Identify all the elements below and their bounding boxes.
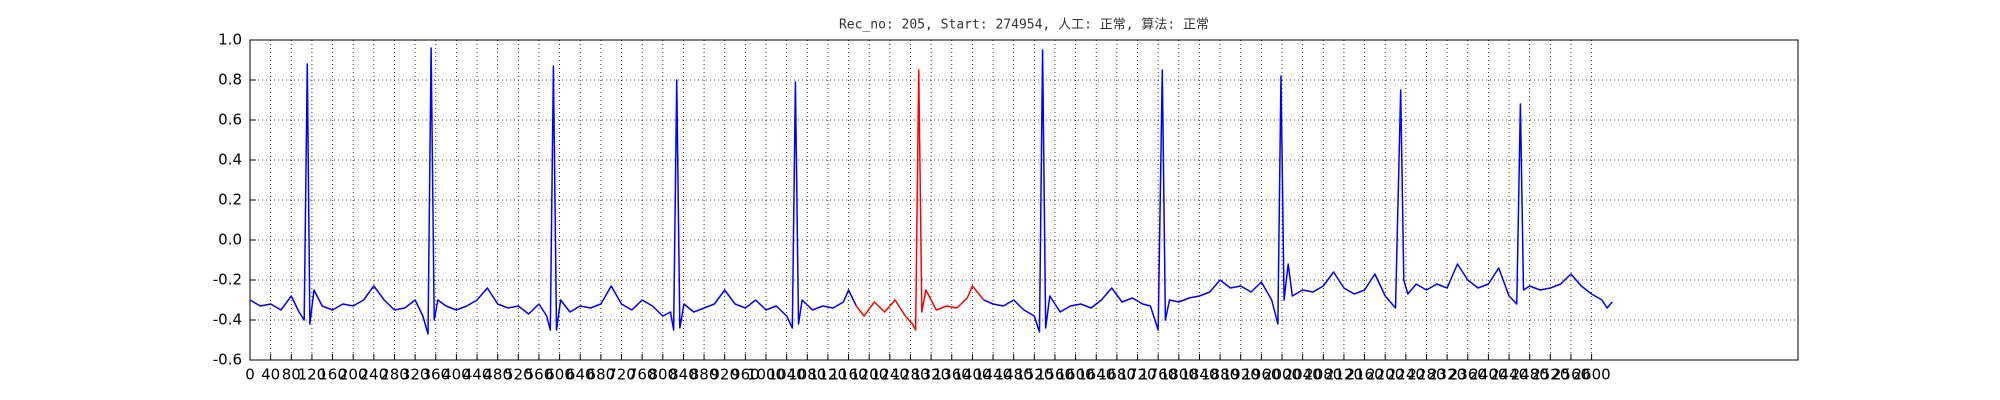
x-tick-label: 1040	[768, 366, 806, 384]
x-tick-label: 2360	[1449, 366, 1487, 384]
x-tick-label: 2000	[1263, 366, 1301, 384]
y-tick-label: -0.2	[213, 271, 242, 289]
ecg-line	[249, 47, 857, 335]
x-tick-label: 160	[318, 366, 347, 384]
x-tick-label: 2560	[1552, 366, 1590, 384]
x-tick-label: 1480	[995, 366, 1033, 384]
x-tick-label: 1160	[829, 366, 867, 384]
x-tick-label: 880	[690, 366, 719, 384]
x-tick-label: 2120	[1325, 366, 1363, 384]
x-tick-label: 240	[360, 366, 389, 384]
x-tick-label: 520	[504, 366, 533, 384]
y-tick-label: 0.0	[218, 231, 242, 249]
x-tick-label: 120	[298, 366, 327, 384]
ecg-line	[983, 49, 1613, 333]
x-tick-label: 2440	[1490, 366, 1528, 384]
x-tick-label: 2160	[1345, 366, 1383, 384]
x-tick-label: 1360	[933, 366, 971, 384]
y-tick-label: -0.6	[213, 351, 242, 369]
x-tick-label: 1880	[1201, 366, 1239, 384]
x-tick-label: 1800	[1160, 366, 1198, 384]
x-tick-label: 1080	[788, 366, 826, 384]
x-tick-label: 1280	[891, 366, 929, 384]
x-tick-label: 2480	[1511, 366, 1549, 384]
x-tick-label: 800	[648, 366, 677, 384]
x-tick-label: 2400	[1469, 366, 1507, 384]
ecg-line	[855, 69, 985, 331]
x-tick-label: 1200	[850, 366, 888, 384]
x-tick-label: 560	[525, 366, 554, 384]
x-tick-label: 2520	[1531, 366, 1569, 384]
x-tick-label: 1440	[974, 366, 1012, 384]
x-tick-label: 680	[587, 366, 616, 384]
x-tick-label: 1920	[1222, 366, 1260, 384]
x-tick-label: 1680	[1098, 366, 1136, 384]
y-tick-label: 0.4	[218, 151, 242, 169]
x-tick-label: 720	[607, 366, 636, 384]
x-tick-label: 960	[731, 366, 760, 384]
x-tick-label: 1760	[1139, 366, 1177, 384]
x-tick-label: 1720	[1118, 366, 1156, 384]
y-tick-label: 0.2	[218, 191, 242, 209]
x-tick-label: 80	[282, 366, 301, 384]
x-tick-label: 400	[442, 366, 471, 384]
x-tick-label: 360	[421, 366, 450, 384]
y-tick-label: 1.0	[218, 31, 242, 49]
y-tick-label: -0.4	[213, 311, 242, 329]
x-tick-label: 480	[483, 366, 512, 384]
y-tick-label: 0.6	[218, 111, 242, 129]
x-tick-label: 2200	[1366, 366, 1404, 384]
x-tick-label: 40	[261, 366, 280, 384]
x-tick-label: 1960	[1242, 366, 1280, 384]
x-tick-label: 2240	[1387, 366, 1425, 384]
x-tick-label: 1400	[953, 366, 991, 384]
x-tick-label: 2600	[1573, 366, 1611, 384]
x-tick-label: 1600	[1057, 366, 1095, 384]
x-tick-label: 1840	[1180, 366, 1218, 384]
x-tick-label: 760	[628, 366, 657, 384]
x-tick-label: 1320	[912, 366, 950, 384]
x-tick-label: 920	[710, 366, 739, 384]
x-tick-label: 840	[669, 366, 698, 384]
y-tick-label: 0.8	[218, 71, 242, 89]
x-tick-label: 600	[545, 366, 574, 384]
x-tick-label: 1560	[1036, 366, 1074, 384]
x-tick-label: 2080	[1304, 366, 1342, 384]
x-tick-label: 200	[339, 366, 368, 384]
x-tick-label: 2320	[1428, 366, 1466, 384]
x-tick-label: 640	[566, 366, 595, 384]
x-tick-label: 0	[245, 366, 255, 384]
x-tick-label: 1000	[747, 366, 785, 384]
x-tick-label: 1640	[1077, 366, 1115, 384]
x-tick-label: 280	[380, 366, 409, 384]
chart-title: Rec_no: 205, Start: 274954, 人工: 正常, 算法: …	[839, 18, 1209, 33]
x-tick-label: 1120	[809, 366, 847, 384]
x-tick-label: 2040	[1284, 366, 1322, 384]
x-tick-label: 440	[463, 366, 492, 384]
x-tick-label: 2280	[1407, 366, 1445, 384]
x-tick-label: 320	[401, 366, 430, 384]
x-tick-label: 1240	[871, 366, 909, 384]
x-tick-label: 1520	[1015, 366, 1053, 384]
